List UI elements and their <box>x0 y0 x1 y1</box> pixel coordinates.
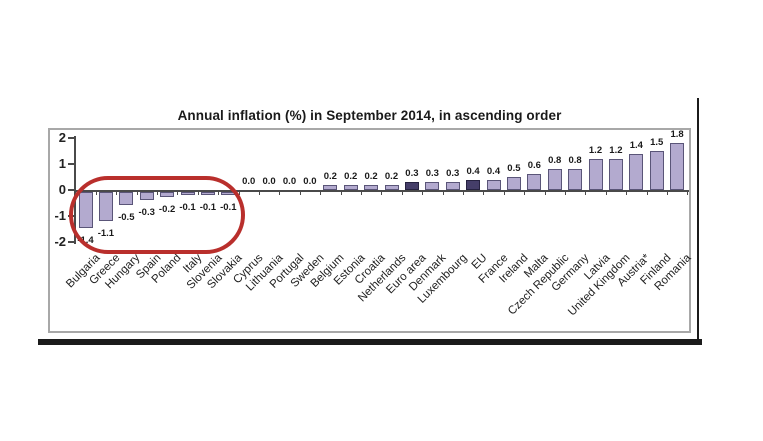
bar <box>445 182 460 190</box>
category-tick <box>605 192 607 195</box>
bar-value-label: 1.8 <box>670 129 684 141</box>
bar-value-label: 0.8 <box>568 155 582 167</box>
bar <box>384 184 399 190</box>
category-tick <box>381 192 383 195</box>
y-axis-label: -2 <box>54 234 66 249</box>
bar-value-label: 0.3 <box>425 168 439 180</box>
category-tick <box>544 192 546 195</box>
category-tick <box>258 192 260 195</box>
bar-value-label: -0.3 <box>138 206 155 218</box>
bar-value-label: 0.5 <box>507 163 521 174</box>
bar <box>323 184 338 190</box>
category-tick <box>136 192 138 195</box>
bar <box>670 143 685 190</box>
bar-value-label: 1.5 <box>650 137 664 148</box>
bar-value-label: 0.0 <box>303 176 317 187</box>
category-tick <box>320 192 322 195</box>
bar <box>527 174 542 190</box>
bar <box>649 151 664 190</box>
bar-value-label: 0.0 <box>242 176 256 187</box>
category-tick <box>503 192 505 195</box>
bar <box>547 169 562 190</box>
chart-title: Annual inflation (%) in September 2014, … <box>177 108 562 123</box>
bar <box>119 192 134 205</box>
bar-value-label: 0.6 <box>527 160 541 172</box>
annotation-red-oval <box>69 176 245 254</box>
category-tick <box>442 192 444 195</box>
y-axis-tick <box>67 189 74 191</box>
bar-value-label: 0.0 <box>262 176 276 187</box>
category-tick <box>360 192 362 195</box>
category-tick <box>626 192 628 195</box>
bar-value-label: -0.1 <box>179 201 196 213</box>
plot-frame <box>48 128 691 333</box>
category-tick <box>483 192 485 195</box>
bar-value-label: 0.2 <box>344 170 358 182</box>
bar-value-label: 0.0 <box>282 176 297 187</box>
bar <box>588 158 603 190</box>
bar <box>364 184 379 190</box>
bar-value-label: 0.2 <box>323 170 337 182</box>
bar-value-label: 0.4 <box>486 165 501 177</box>
y-axis-label: -1 <box>54 208 66 223</box>
bar-value-label: 0.3 <box>405 168 419 180</box>
category-tick <box>585 192 587 195</box>
category-tick <box>524 192 526 195</box>
bar <box>160 192 175 198</box>
bar-value-label: 0.2 <box>364 170 378 182</box>
bar <box>608 158 623 190</box>
bar <box>343 184 358 190</box>
bar-highlighted <box>404 182 419 190</box>
bar-value-label: -0.5 <box>118 212 135 223</box>
bar-value-label: 1.2 <box>588 144 603 156</box>
y-axis-label: 0 <box>58 182 66 197</box>
y-axis-tick <box>67 163 74 165</box>
category-tick <box>687 192 689 195</box>
category-tick <box>666 192 668 195</box>
bar-value-label: 0.2 <box>384 170 399 182</box>
category-tick <box>116 192 118 195</box>
category-tick <box>177 192 179 195</box>
bar-highlighted <box>466 179 481 190</box>
bar <box>568 169 583 190</box>
page-right-rule <box>697 98 699 345</box>
category-tick <box>156 192 158 195</box>
bar-value-label: 1.2 <box>609 144 623 156</box>
bar-value-label: -0.2 <box>158 204 176 216</box>
category-tick <box>197 192 199 195</box>
category-tick <box>646 192 648 195</box>
bar <box>139 192 154 200</box>
category-tick <box>422 192 424 195</box>
bar-value-label: 1.4 <box>629 139 643 151</box>
bar <box>180 192 195 195</box>
category-tick <box>299 192 301 195</box>
category-tick <box>564 192 566 195</box>
category-tick <box>279 192 281 195</box>
category-tick <box>462 192 464 195</box>
bar-value-label: 0.8 <box>548 155 562 167</box>
bar-value-label: 0.4 <box>466 165 480 177</box>
y-axis-label: 2 <box>58 130 66 145</box>
bar-value-label: 0.3 <box>446 168 460 180</box>
category-tick <box>401 192 403 195</box>
y-axis-label: 1 <box>58 156 66 171</box>
y-axis-tick <box>67 241 74 243</box>
page-bottom-rule <box>38 339 702 345</box>
bar <box>506 177 521 190</box>
bar <box>629 153 644 190</box>
x-axis-line <box>73 190 689 192</box>
y-axis-tick <box>67 137 74 139</box>
category-tick <box>340 192 342 195</box>
bar <box>486 179 501 190</box>
bar <box>425 182 440 190</box>
